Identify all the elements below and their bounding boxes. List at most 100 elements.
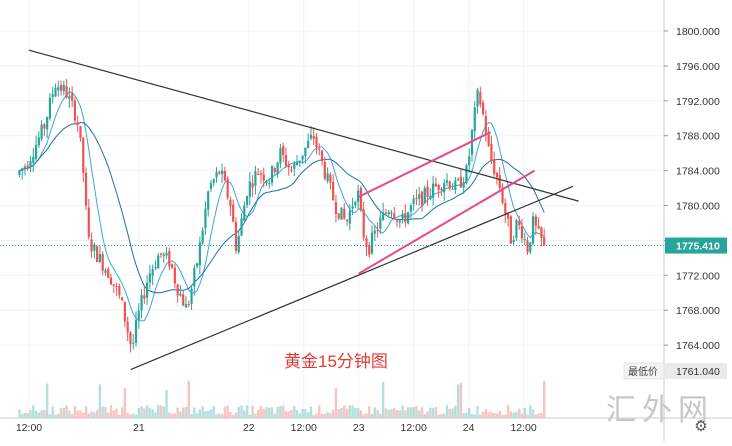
candle-body (220, 170, 224, 175)
volume-bar (204, 411, 207, 418)
volume-bar (470, 413, 474, 418)
candle-body (454, 180, 457, 191)
candle-body (365, 238, 368, 248)
candle-body (404, 213, 407, 223)
candle (387, 209, 390, 216)
candle-body (295, 162, 299, 166)
channel-lower[interactable] (358, 169, 536, 275)
volume-bar (87, 413, 91, 418)
candle (148, 264, 151, 290)
candle-body (523, 239, 526, 241)
volume-bar (451, 408, 454, 418)
candle-body (529, 242, 532, 252)
candle-body (201, 230, 204, 244)
volume-bar (434, 407, 438, 418)
candle-body (262, 174, 265, 181)
candle (251, 175, 254, 198)
volume-bar (520, 413, 524, 418)
volume-bar (209, 409, 213, 418)
candle (493, 151, 496, 177)
candle-body (157, 255, 160, 269)
candle (343, 202, 346, 220)
candle-body (479, 92, 482, 105)
candle (537, 217, 540, 230)
candle (98, 245, 102, 264)
candle (454, 176, 457, 195)
candle-body (298, 160, 301, 163)
candle (357, 184, 360, 210)
candle-body (48, 97, 52, 119)
volume-bar (370, 413, 374, 418)
volume-bar (243, 410, 246, 418)
volume-bar (126, 412, 129, 418)
volume-bar (98, 384, 102, 418)
candle (329, 172, 332, 190)
upper-trendline[interactable] (28, 49, 579, 202)
volume-bar (287, 411, 290, 418)
candle-body (418, 194, 421, 199)
volume-bar (337, 409, 340, 418)
volume-bar (431, 407, 435, 418)
candle-body (387, 211, 390, 215)
lower-trendline[interactable] (130, 185, 574, 371)
candle (123, 301, 127, 328)
candle (165, 246, 168, 260)
volume-bar (134, 414, 138, 418)
channel-upper[interactable] (358, 131, 492, 198)
settings-gear-icon[interactable]: ⚙ (694, 418, 708, 435)
candle (115, 282, 118, 297)
candle-body (29, 161, 32, 168)
volume-bar (193, 407, 196, 418)
candle (373, 225, 376, 242)
candle-body (401, 213, 404, 219)
candle (293, 161, 296, 176)
candle (312, 127, 315, 146)
candle (173, 263, 176, 289)
candle-body (429, 195, 432, 199)
candle-body (318, 148, 321, 150)
candle (198, 236, 201, 275)
candle-body (207, 191, 210, 210)
candle-body (173, 267, 176, 284)
candle (284, 147, 288, 169)
candle (226, 176, 229, 200)
candle-body (162, 254, 165, 257)
volume-bar (290, 409, 293, 418)
candle-body (373, 230, 376, 234)
candle-body (520, 226, 524, 239)
candle-body (459, 176, 462, 188)
candle-body (212, 179, 215, 183)
candle (90, 232, 93, 259)
volume-bar (454, 405, 457, 418)
candle (23, 163, 27, 176)
candle-body (506, 212, 510, 219)
candle-body (484, 116, 487, 136)
volume-bar (268, 407, 271, 418)
candle-body (332, 181, 335, 201)
candle (162, 252, 165, 264)
volume-bar (143, 408, 146, 418)
candle (276, 161, 279, 178)
candle (359, 185, 363, 213)
candle (448, 180, 451, 191)
candle (187, 300, 190, 308)
volume-bar (315, 413, 318, 418)
candle-body (137, 310, 140, 320)
candle-body (57, 87, 60, 91)
candle-body (232, 204, 235, 222)
candle (121, 296, 124, 301)
candle (368, 241, 371, 258)
candle-body (351, 206, 354, 209)
volume-bar (29, 409, 32, 418)
volume-bar (254, 413, 257, 418)
volume-bar (93, 412, 96, 418)
candle (282, 142, 285, 162)
candle-body (129, 332, 132, 344)
volume-bar (456, 384, 460, 418)
volume-bar (390, 409, 393, 418)
candle-body (354, 201, 357, 206)
candle-body (390, 212, 393, 214)
candle-body (43, 124, 46, 129)
candle (509, 215, 512, 244)
